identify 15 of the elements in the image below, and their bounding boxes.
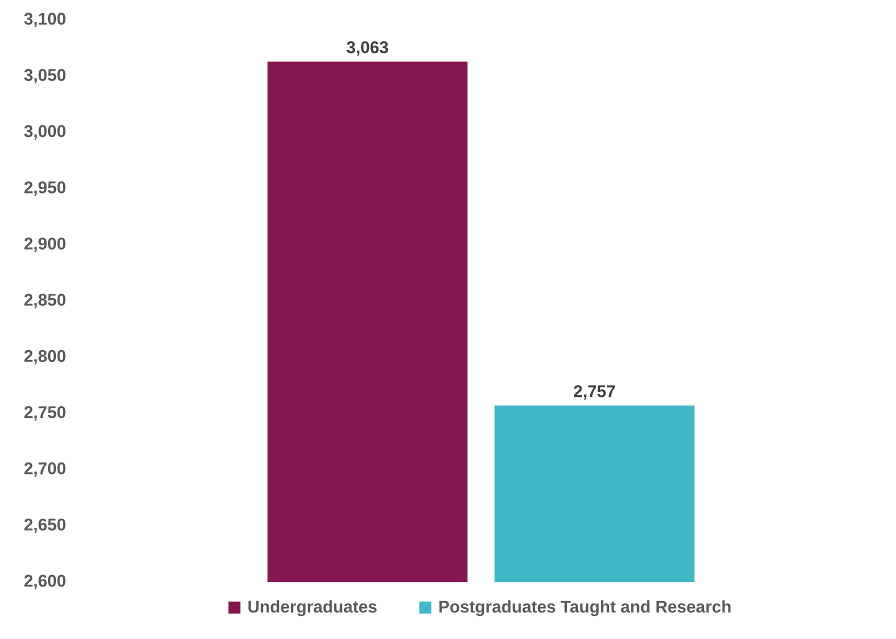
- data-label: 2,757: [574, 385, 615, 400]
- y-tick-label: 2,600: [24, 574, 66, 590]
- y-tick-label: 3,050: [24, 68, 66, 84]
- y-tick-label: 2,850: [24, 294, 66, 308]
- y-tick-label: 2,900: [24, 238, 66, 252]
- legend-label: Postgraduates Taught and Research: [439, 600, 731, 616]
- y-tick-label: 3,000: [24, 125, 66, 140]
- y-tick-label: 2,800: [24, 350, 66, 364]
- y-tick-label: 3,100: [24, 12, 66, 28]
- y-tick-label: 2,700: [24, 462, 66, 477]
- data-label: 3,063: [346, 41, 388, 56]
- legend-label: Undergraduates: [248, 600, 377, 616]
- y-tick-label: 2,950: [24, 181, 66, 196]
- y-tick-label: 2,650: [24, 518, 66, 534]
- y-tick-label: 2,750: [24, 406, 66, 421]
